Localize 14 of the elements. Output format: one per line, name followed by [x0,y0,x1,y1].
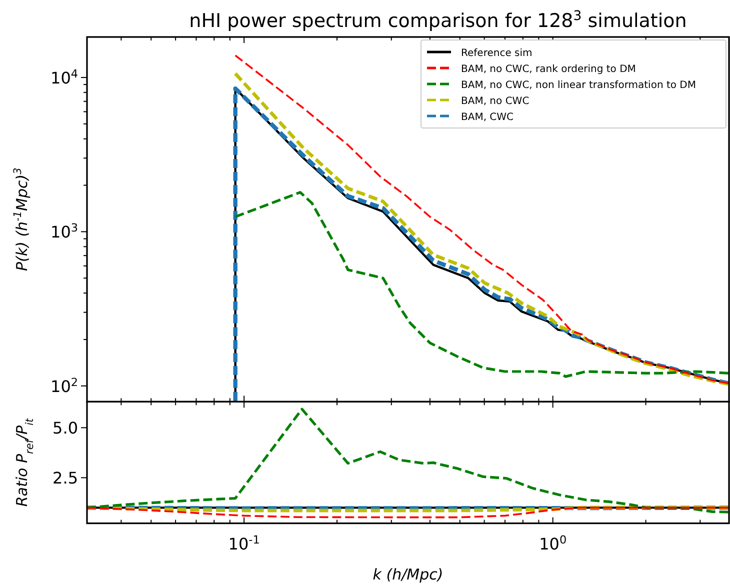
x-tick-label: 10$^{-1}$ [228,532,260,554]
y-tick-label: 2.5 [52,468,78,488]
legend-label: Reference sim [461,48,532,59]
chart-title: nHI power spectrum comparison for 128$^{3}$ simulation [189,8,687,32]
y-tick-label: 5.0 [52,418,78,438]
legend-label: BAM, no CWC [461,96,530,107]
legend-label: BAM, CWC [461,112,514,123]
x-axis-title: k (h/Mpc) [372,565,444,584]
legend-label: BAM, no CWC, rank ordering to DM [461,64,636,75]
y-tick-label: 10$^{3}$ [50,221,78,242]
legend-label: BAM, no CWC, non linear transformation to DM [461,80,696,91]
y-tick-label: 10$^{4}$ [50,66,78,88]
y-tick-label: 10$^{2}$ [50,375,78,396]
x-tick-label: 10$^{0}$ [539,532,567,554]
